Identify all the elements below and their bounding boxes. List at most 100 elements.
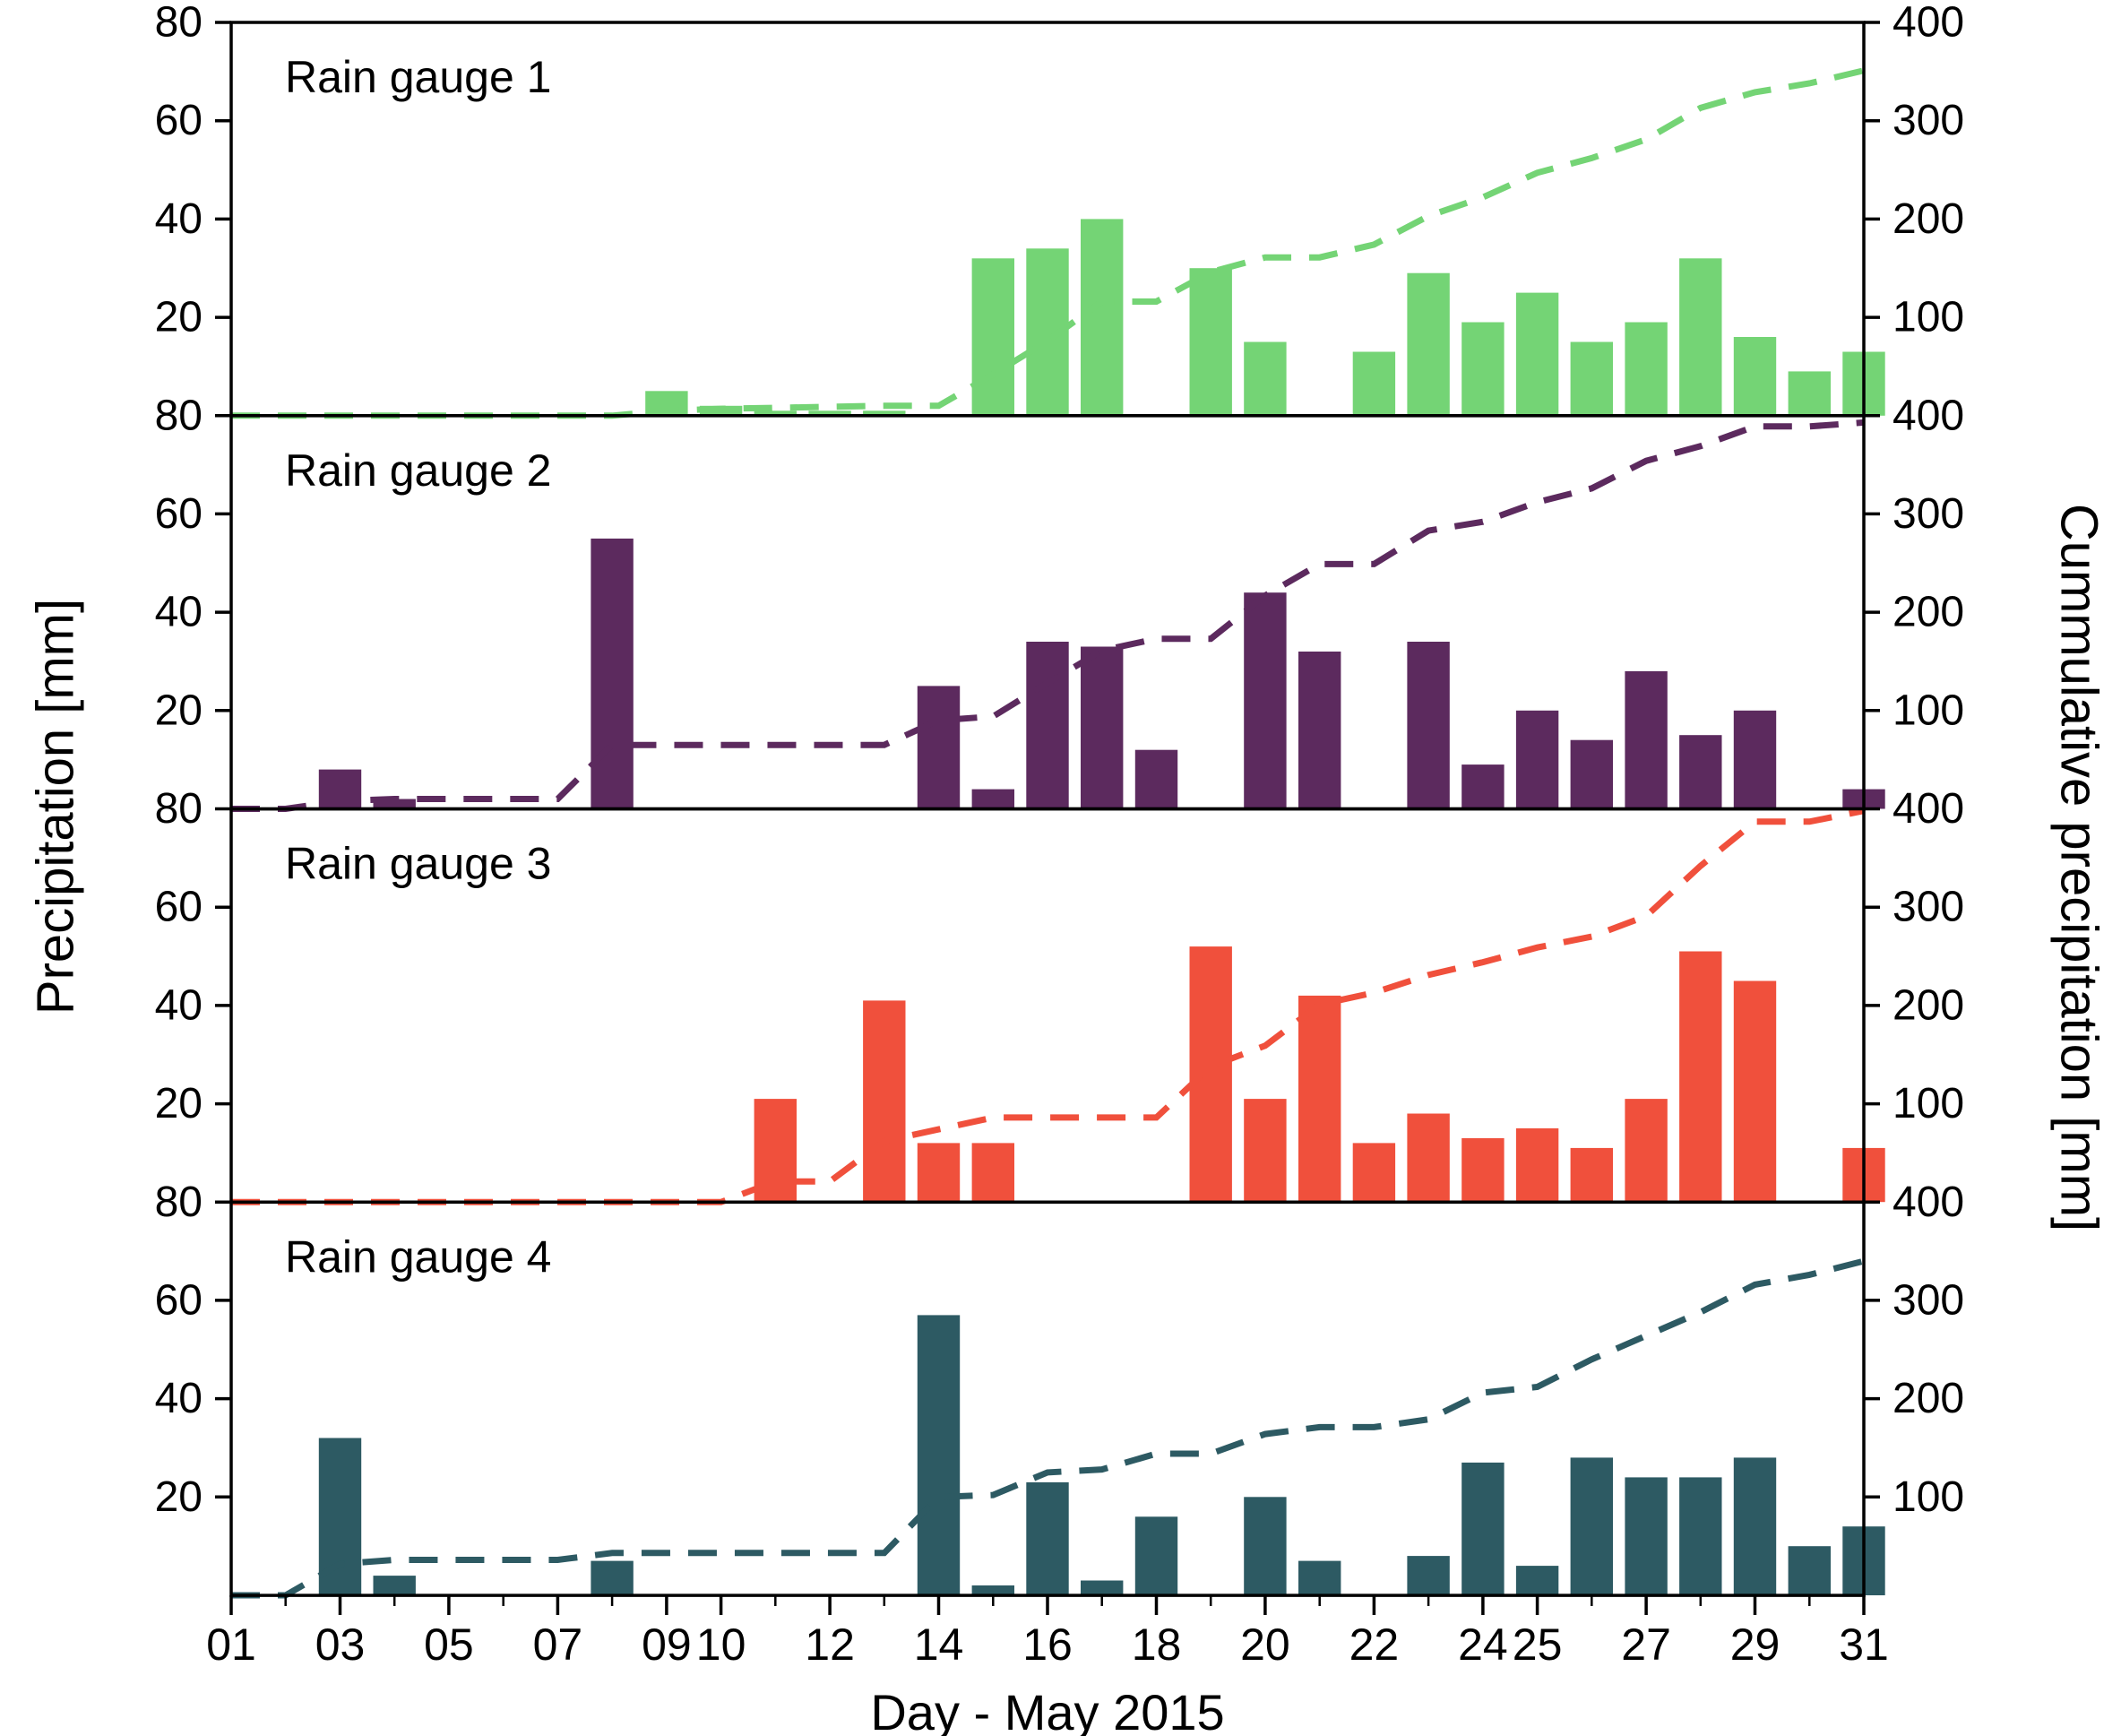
right-tick-label: 400 <box>1893 1179 1964 1226</box>
bar-day-26 <box>1570 1147 1613 1203</box>
bar-day-15 <box>971 1143 1014 1203</box>
bar-day-20 <box>1244 1497 1287 1595</box>
x-tick-label: 07 <box>533 1619 583 1670</box>
panel-rain-gauge-1: 20 40 60 80 100 200 300 400 Rain gauge 1 <box>155 0 1964 419</box>
left-tick-label: 40 <box>155 1375 203 1422</box>
bar-day-4 <box>373 799 416 809</box>
bar-day-29 <box>1733 710 1777 809</box>
bar-day-12 <box>808 410 851 416</box>
bar-day-28 <box>1679 951 1722 1203</box>
right-tick-label: 200 <box>1893 195 1964 243</box>
panel-title: Rain gauge 1 <box>285 52 551 102</box>
right-tick-label: 200 <box>1893 589 1964 636</box>
bar-day-4 <box>373 1576 416 1595</box>
bar-day-30 <box>1788 1546 1831 1595</box>
bar-day-18 <box>1134 1516 1178 1596</box>
x-tick-label: 16 <box>1022 1619 1073 1670</box>
bar-day-29 <box>1733 980 1777 1203</box>
bar-day-28 <box>1679 258 1722 416</box>
bar-day-29 <box>1733 337 1777 416</box>
bar-day-29 <box>1733 1457 1777 1595</box>
bar-day-20 <box>1244 1099 1287 1203</box>
precipitation-bars <box>754 946 1885 1203</box>
bar-day-25 <box>1515 1128 1559 1203</box>
bar-day-28 <box>1679 735 1722 809</box>
x-tick-label: 27 <box>1621 1619 1671 1670</box>
x-tick-label: 25 <box>1513 1619 1563 1670</box>
bar-day-17 <box>1081 646 1124 809</box>
right-tick-label: 100 <box>1893 687 1964 734</box>
right-tick-label: 300 <box>1893 490 1964 538</box>
bar-day-23 <box>1407 272 1450 416</box>
left-tick-label: 20 <box>155 687 203 734</box>
bar-day-18 <box>1134 749 1178 809</box>
bar-day-14 <box>917 1143 961 1203</box>
bar-day-22 <box>1352 1143 1396 1203</box>
right-tick-label: 400 <box>1893 785 1964 833</box>
x-tick-label: 05 <box>424 1619 474 1670</box>
right-tick-label: 300 <box>1893 97 1964 144</box>
bar-day-23 <box>1407 642 1450 809</box>
bar-day-27 <box>1625 670 1668 809</box>
bar-day-15 <box>971 258 1014 416</box>
left-tick-label: 60 <box>155 884 203 931</box>
bar-day-22 <box>1352 351 1396 416</box>
panel-rain-gauge-4: 20 40 60 80 100 200 300 400 Rain gauge 4 <box>155 1179 1964 1599</box>
right-tick-label: 100 <box>1893 1080 1964 1127</box>
right-tick-label: 300 <box>1893 884 1964 931</box>
bar-day-14 <box>917 686 961 809</box>
left-tick-label: 60 <box>155 1276 203 1324</box>
bar-day-23 <box>1407 1556 1450 1595</box>
bar-day-25 <box>1515 292 1559 416</box>
left-tick-label: 40 <box>155 981 203 1029</box>
cumulative-precipitation-line <box>231 67 1865 419</box>
bar-day-24 <box>1461 1138 1505 1203</box>
right-tick-label: 300 <box>1893 1276 1964 1324</box>
bar-day-26 <box>1570 1457 1613 1595</box>
bar-day-8 <box>591 538 634 809</box>
bar-day-21 <box>1298 995 1341 1203</box>
x-tick-label: 29 <box>1730 1619 1780 1670</box>
cumulative-precipitation-line <box>231 1257 1865 1599</box>
bar-day-27 <box>1625 322 1668 416</box>
left-tick-label: 80 <box>155 785 203 833</box>
left-tick-label: 40 <box>155 589 203 636</box>
panel-rain-gauge-3: 20 40 60 80 100 200 300 400 Rain gauge 3 <box>155 785 1964 1205</box>
bar-day-11 <box>754 410 797 416</box>
right-tick-label: 100 <box>1893 294 1964 341</box>
left-tick-label: 60 <box>155 490 203 538</box>
bar-day-15 <box>971 789 1014 809</box>
right-tick-label: 200 <box>1893 981 1964 1029</box>
panel-title: Rain gauge 2 <box>285 445 551 496</box>
bar-day-17 <box>1081 1580 1124 1595</box>
bar-day-21 <box>1298 652 1341 809</box>
right-tick-label: 200 <box>1893 1375 1964 1422</box>
bar-day-27 <box>1625 1477 1668 1595</box>
right-tick-label: 100 <box>1893 1473 1964 1521</box>
bar-day-19 <box>1189 268 1232 416</box>
bar-day-15 <box>971 1585 1014 1595</box>
x-tick-label: 24 <box>1458 1619 1508 1670</box>
bar-day-13 <box>863 410 906 416</box>
bar-day-17 <box>1081 219 1124 416</box>
cumulative-precipitation-line <box>231 419 1865 812</box>
bar-day-24 <box>1461 1462 1505 1595</box>
left-y-axis-label: Precipitation [mm] <box>26 598 85 1015</box>
left-tick-label: 80 <box>155 0 203 47</box>
precipitation-bars <box>318 1315 1885 1596</box>
bar-day-24 <box>1461 322 1505 416</box>
bar-day-28 <box>1679 1477 1722 1595</box>
left-tick-label: 60 <box>155 97 203 144</box>
bar-day-8 <box>591 1560 634 1595</box>
left-tick-label: 20 <box>155 1080 203 1127</box>
bar-day-30 <box>1788 371 1831 416</box>
x-tick-label: 01 <box>206 1619 256 1670</box>
x-tick-label: 14 <box>914 1619 964 1670</box>
bar-day-26 <box>1570 341 1613 416</box>
bar-day-20 <box>1244 592 1287 809</box>
x-tick-label: 22 <box>1349 1619 1400 1670</box>
bar-day-25 <box>1515 710 1559 809</box>
x-tick-label: 31 <box>1839 1619 1889 1670</box>
precipitation-bars <box>645 219 1885 416</box>
